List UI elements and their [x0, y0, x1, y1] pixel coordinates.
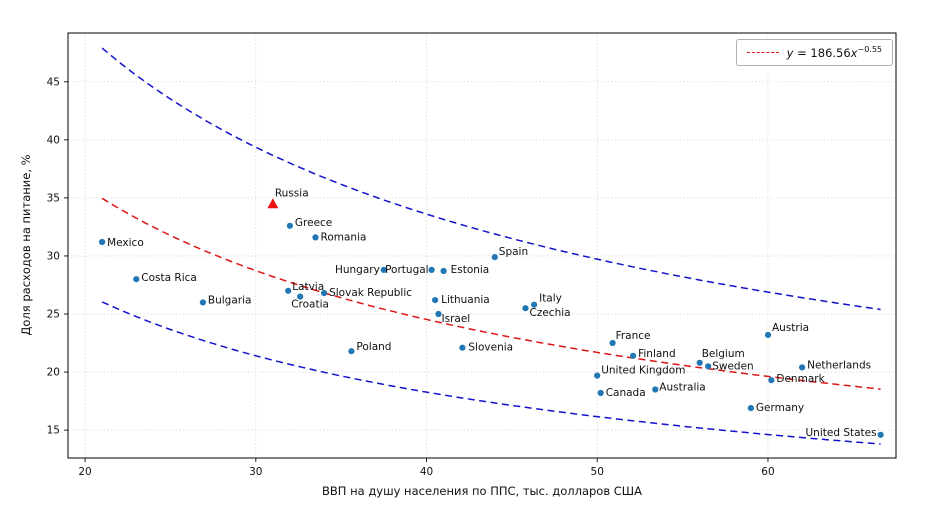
y-tick-label: 30: [47, 250, 60, 262]
x-tick-label: 20: [78, 466, 91, 478]
point-label-costa-rica: Costa Rica: [141, 272, 197, 284]
data-point-poland: [348, 348, 355, 355]
point-label-israel: Israel: [442, 313, 471, 325]
data-point-germany: [747, 405, 755, 412]
data-point-finland: [630, 352, 637, 359]
point-label-denmark: Denmark: [776, 373, 825, 385]
data-point-israel: [435, 310, 442, 318]
y-axis-label: Доля расходов на питание, %: [19, 154, 33, 336]
point-label-mexico: Mexico: [107, 237, 144, 249]
point-label-netherlands: Netherlands: [807, 359, 871, 371]
data-point-spain: [491, 254, 498, 261]
point-label-germany: Germany: [756, 402, 804, 414]
legend: y = 186.56x−0.55: [735, 39, 893, 66]
fit-curve: [101, 197, 881, 390]
point-label-united-states: United States: [805, 427, 876, 439]
upper-band-curve: [101, 47, 881, 311]
legend-exponent: −0.55: [857, 45, 882, 54]
lower-band-curve: [101, 301, 881, 445]
y-tick-label: 25: [47, 309, 60, 321]
legend-formula: y = 186.56x−0.55: [787, 45, 882, 60]
legend-var-y: y: [786, 45, 794, 60]
data-point-belgium: [696, 359, 703, 366]
data-point-croatia: [297, 293, 304, 300]
highlight-marker-russia: [267, 198, 279, 209]
point-label-lithuania: Lithuania: [441, 294, 490, 306]
data-point-sweden: [705, 363, 712, 370]
legend-coefficient: = 186.56: [793, 45, 851, 60]
point-label-latvia: Latvia: [292, 281, 324, 293]
data-point-australia: [652, 386, 659, 393]
data-point-slovenia: [459, 344, 466, 351]
data-point-hungary: [380, 266, 387, 273]
point-label-canada: Canada: [606, 387, 646, 399]
point-label-finland: Finland: [638, 348, 676, 360]
data-point-estonia: [440, 267, 447, 275]
point-label-hungary: Hungary: [335, 264, 380, 276]
point-label-bulgaria: Bulgaria: [208, 294, 252, 306]
point-label-sweden: Sweden: [712, 360, 754, 372]
data-point-denmark: [768, 377, 775, 384]
x-axis-label: ВВП на душу населения по ППС, тыс. долла…: [322, 484, 642, 498]
x-tick-label: 30: [249, 466, 262, 478]
data-point-bulgaria: [199, 299, 206, 306]
point-label-romania: Romania: [321, 231, 367, 243]
fit-line-sample: [746, 51, 779, 53]
data-point-canada: [597, 389, 604, 397]
point-label-estonia: Estonia: [451, 264, 490, 276]
data-point-netherlands: [799, 364, 806, 371]
point-label-greece: Greece: [295, 217, 332, 229]
data-point-slovak-republic: [321, 290, 328, 297]
point-label-croatia: Croatia: [291, 299, 329, 311]
data-point-portugal: [428, 266, 435, 273]
data-point-united-kingdom: [594, 372, 601, 379]
data-point-mexico: [99, 238, 106, 246]
point-label-italy: Italy: [539, 293, 562, 305]
point-label-russia: Russia: [275, 188, 309, 200]
y-tick-label: 40: [47, 134, 60, 146]
point-label-france: France: [616, 330, 651, 342]
point-label-poland: Poland: [356, 341, 391, 353]
legend-var-x: x: [850, 45, 858, 60]
x-tick-label: 40: [420, 466, 433, 478]
data-point-costa-rica: [133, 276, 140, 283]
data-point-austria: [764, 331, 772, 338]
point-label-slovak-republic: Slovak Republic: [329, 287, 412, 299]
point-label-czechia: Czechia: [530, 307, 571, 319]
data-point-united-states: [877, 431, 884, 438]
plot-frame: [67, 32, 897, 459]
point-label-australia: Australia: [659, 382, 705, 394]
point-label-austria: Austria: [772, 322, 809, 334]
y-tick-label: 20: [47, 367, 60, 379]
y-tick-label: 45: [47, 76, 60, 88]
point-label-belgium: Belgium: [702, 348, 745, 360]
point-label-united-kingdom: United Kingdom: [601, 365, 685, 377]
x-tick-label: 60: [761, 466, 774, 478]
y-tick-label: 35: [47, 192, 60, 204]
data-point-latvia: [285, 287, 292, 294]
point-label-portugal: Portugal: [385, 264, 429, 276]
point-label-spain: Spain: [499, 246, 528, 258]
data-point-france: [609, 339, 616, 347]
x-tick-label: 50: [591, 466, 604, 478]
data-point-italy: [531, 301, 538, 308]
data-point-greece: [286, 222, 293, 229]
point-label-slovenia: Slovenia: [468, 342, 513, 354]
data-point-czechia: [522, 305, 529, 312]
data-point-romania: [312, 234, 319, 241]
data-point-lithuania: [432, 297, 439, 304]
y-tick-label: 15: [47, 425, 60, 437]
